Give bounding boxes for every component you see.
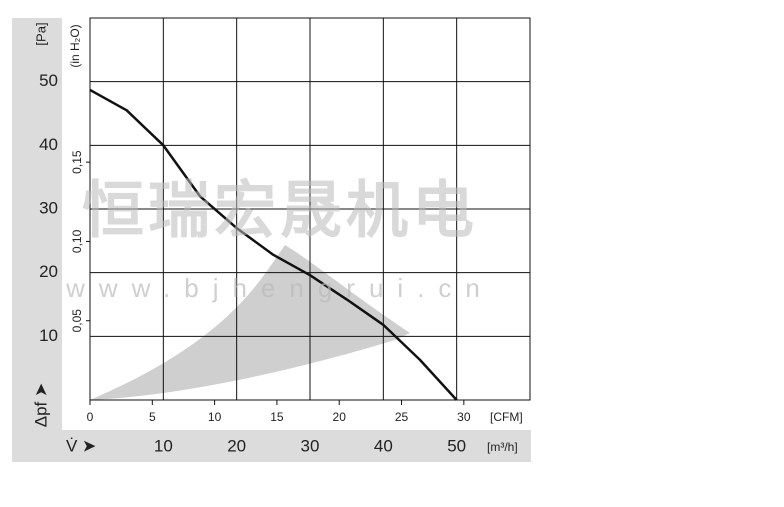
watermark: 恒瑞宏晟机电 — [82, 176, 478, 245]
y-tick-label: 30 — [39, 198, 58, 217]
x2-unit: [CFM] — [490, 410, 523, 424]
x2-tick-label: 0 — [87, 410, 94, 424]
x2-tick-label: 10 — [208, 410, 222, 424]
x-axis-band — [12, 430, 531, 462]
x2-tick-label: 5 — [149, 410, 156, 424]
x-tick-label: 50 — [447, 436, 466, 455]
y-unit: [Pa] — [33, 22, 48, 45]
y-axis-band — [12, 18, 62, 462]
y2-tick-label: 0,05 — [70, 309, 84, 333]
y-tick-label: 10 — [39, 326, 58, 345]
x-tick-label: 10 — [154, 436, 173, 455]
y-label: Δpf ➤ — [31, 383, 50, 428]
y2-tick-label: 0,15 — [70, 150, 84, 174]
x2-tick-label: 25 — [395, 410, 409, 424]
x-unit: [m³/h] — [487, 440, 518, 454]
x2-tick-label: 20 — [333, 410, 347, 424]
y2-unit: (in H₂O) — [68, 24, 82, 67]
y2-tick-label: 0,10 — [70, 229, 84, 253]
fan-curve — [89, 88, 458, 401]
x-label: V̇ ➤ — [66, 436, 96, 455]
y-tick-label: 20 — [39, 262, 58, 281]
y-tick-label: 50 — [39, 71, 58, 90]
y-tick-label: 40 — [39, 135, 58, 154]
x-tick-label: 30 — [301, 436, 320, 455]
watermark-url: www.bjhengrui.cn — [65, 273, 494, 303]
x2-tick-label: 15 — [270, 410, 284, 424]
operating-range — [90, 245, 410, 400]
x-tick-label: 20 — [227, 436, 246, 455]
x2-tick-label: 30 — [457, 410, 471, 424]
x-tick-label: 40 — [374, 436, 393, 455]
